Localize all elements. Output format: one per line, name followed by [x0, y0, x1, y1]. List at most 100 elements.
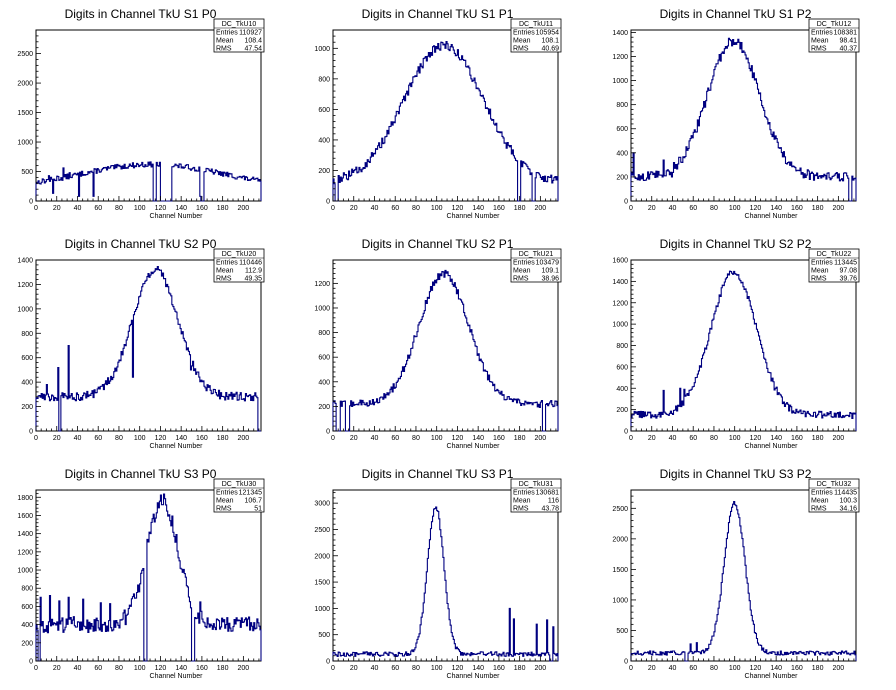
y-tick-label: 1500	[612, 567, 628, 574]
x-tick-label: 200	[833, 205, 845, 212]
histogram-panel-8: Digits in Channel TkU S3 P1 0 20 40 60 80 100 1…	[314, 467, 562, 680]
stats-label-rms: RMS	[216, 46, 232, 53]
y-tick-label: 200	[318, 404, 330, 411]
stats-label-entries: Entries	[811, 30, 833, 37]
y-tick-label: 2500	[314, 527, 330, 534]
stats-label-entries: Entries	[811, 490, 833, 497]
x-tick-label: 20	[350, 665, 358, 672]
y-tick-label: 0	[326, 429, 330, 436]
y-tick-label: 1000	[314, 606, 330, 613]
x-tick-label: 80	[412, 205, 420, 212]
stats-label-entries: Entries	[811, 260, 833, 267]
y-tick-label: 600	[21, 355, 33, 362]
y-tick-label: 400	[21, 380, 33, 387]
panel-title: Digits in Channel TkU S3 P2	[660, 467, 812, 481]
x-tick-label: 180	[514, 205, 526, 212]
stats-box: DC_TkU32 Entries 114435 Mean 100.3 RMS 34.16	[808, 478, 860, 513]
x-tick-label: 140	[770, 665, 782, 672]
stats-value-entries: 108381	[834, 30, 857, 37]
x-tick-label: 200	[238, 665, 250, 672]
x-tick-label: 80	[115, 205, 123, 212]
x-tick-label: 180	[514, 435, 526, 442]
x-tick-label: 160	[791, 435, 803, 442]
y-tick-label: 600	[616, 126, 628, 133]
y-tick-label: 800	[616, 343, 628, 350]
histogram-panel-3: Digits in Channel TkU S1 P2 0 20 40 60 80 100 1…	[612, 7, 860, 220]
x-tick-label: 0	[331, 435, 335, 442]
panel-title: Digits in Channel TkU S1 P0	[65, 7, 217, 21]
stats-value-entries: 105954	[536, 30, 559, 37]
x-tick-label: 40	[669, 435, 677, 442]
stats-value-rms: 40.37	[839, 46, 857, 53]
y-tick-label: 400	[616, 386, 628, 393]
plot-frame	[35, 489, 262, 662]
histogram-panel-1: Digits in Channel TkU S1 P0 0 20 40 60 80 100 1…	[17, 7, 265, 220]
stats-value-rms: 39.76	[839, 276, 857, 283]
stats-label-rms: RMS	[216, 506, 232, 513]
stats-value-mean: 98.41	[839, 38, 857, 45]
histogram-series	[35, 161, 262, 202]
stats-box: DC_TkU11 Entries 105954 Mean 108.1 RMS 40.69	[510, 18, 562, 53]
y-tick-label: 200	[616, 407, 628, 414]
x-tick-label: 60	[391, 435, 399, 442]
plot-frame	[35, 29, 262, 202]
x-tick-label: 60	[94, 665, 102, 672]
stats-label-mean: Mean	[513, 498, 531, 505]
y-tick-label: 1000	[612, 597, 628, 604]
y-tick-label: 200	[318, 168, 330, 175]
x-tick-label: 40	[74, 435, 82, 442]
x-tick-label: 160	[493, 205, 505, 212]
y-tick-label: 800	[21, 586, 33, 593]
stats-value-rms: 38.96	[541, 276, 559, 283]
plot-frame	[332, 489, 559, 662]
y-tick-label: 1200	[17, 549, 33, 556]
stats-box-frame	[213, 248, 265, 283]
y-tick-label: 400	[616, 150, 628, 157]
x-tick-label: 20	[648, 205, 656, 212]
x-tick-label: 140	[175, 435, 187, 442]
x-tick-label: 0	[629, 435, 633, 442]
histogram-series	[35, 493, 262, 662]
x-tick-label: 140	[175, 665, 187, 672]
y-tick-label: 2500	[17, 51, 33, 58]
x-tick-label: 120	[155, 435, 167, 442]
stats-label-mean: Mean	[811, 268, 829, 275]
x-tick-label: 160	[196, 435, 208, 442]
stats-label-mean: Mean	[216, 498, 234, 505]
histogram-series	[332, 40, 559, 202]
x-tick-label: 100	[134, 435, 146, 442]
histogram-panel-2: Digits in Channel TkU S1 P1 0 20 40 60 80 100 1…	[314, 7, 562, 220]
x-tick-label: 80	[710, 435, 718, 442]
y-tick-label: 200	[21, 640, 33, 647]
panel-title: Digits in Channel TkU S2 P1	[362, 237, 514, 251]
stats-value-rms: 51	[254, 506, 262, 513]
x-axis-label: Channel Number	[745, 443, 799, 450]
stats-box-frame	[510, 248, 562, 283]
panel-title: Digits in Channel TkU S2 P0	[65, 237, 217, 251]
y-tick-label: 1000	[612, 322, 628, 329]
x-tick-label: 180	[217, 435, 229, 442]
stats-label-rms: RMS	[513, 506, 529, 513]
y-tick-label: 1000	[17, 306, 33, 313]
y-tick-label: 1000	[612, 78, 628, 85]
stats-box-frame	[808, 478, 860, 513]
y-tick-label: 0	[624, 429, 628, 436]
x-tick-label: 140	[472, 205, 484, 212]
y-tick-label: 1600	[612, 258, 628, 265]
x-tick-label: 120	[452, 435, 464, 442]
x-tick-label: 80	[115, 435, 123, 442]
x-tick-label: 100	[431, 205, 443, 212]
x-tick-label: 100	[729, 665, 741, 672]
y-tick-label: 1000	[314, 305, 330, 312]
x-tick-label: 40	[669, 205, 677, 212]
x-tick-label: 200	[535, 435, 547, 442]
x-tick-label: 20	[53, 205, 61, 212]
y-tick-label: 3000	[314, 501, 330, 508]
y-tick-label: 400	[21, 622, 33, 629]
y-tick-label: 1400	[612, 279, 628, 286]
x-axis-label: Channel Number	[150, 213, 204, 220]
x-tick-label: 120	[155, 205, 167, 212]
histogram-series	[35, 266, 261, 432]
x-tick-label: 140	[472, 435, 484, 442]
stats-label-mean: Mean	[216, 38, 234, 45]
